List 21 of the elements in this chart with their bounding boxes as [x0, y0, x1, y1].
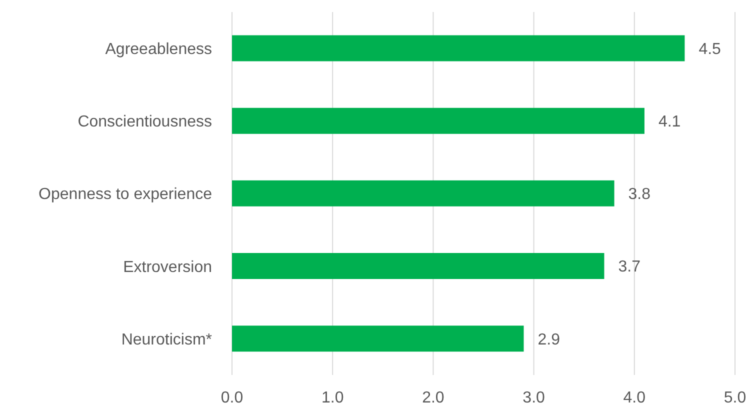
data-label: 2.9 [538, 331, 560, 348]
x-tick-label: 3.0 [522, 389, 546, 406]
x-tick-label: 0.0 [220, 389, 244, 406]
data-label: 3.8 [628, 186, 651, 204]
y-tick-label: Agreeableness [105, 40, 212, 58]
bar [232, 35, 685, 62]
y-tick-label: Extroversion [123, 258, 212, 276]
bar [232, 253, 604, 280]
data-label: 3.7 [618, 258, 641, 276]
x-tick-label: 2.0 [422, 389, 444, 406]
x-tick-label: 4.0 [623, 389, 646, 406]
data-label: 4.1 [658, 114, 681, 131]
x-tick-label: 1.0 [321, 389, 344, 406]
x-tick-label: 5.0 [724, 389, 746, 406]
bar [232, 108, 644, 134]
bar [232, 326, 524, 352]
y-tick-label: Neuroticism* [121, 331, 212, 348]
data-label: 4.5 [698, 40, 722, 58]
y-tick-label: Conscientiousness [78, 114, 212, 131]
y-tick-label: Openness to experience [38, 186, 212, 204]
bar [232, 180, 614, 206]
